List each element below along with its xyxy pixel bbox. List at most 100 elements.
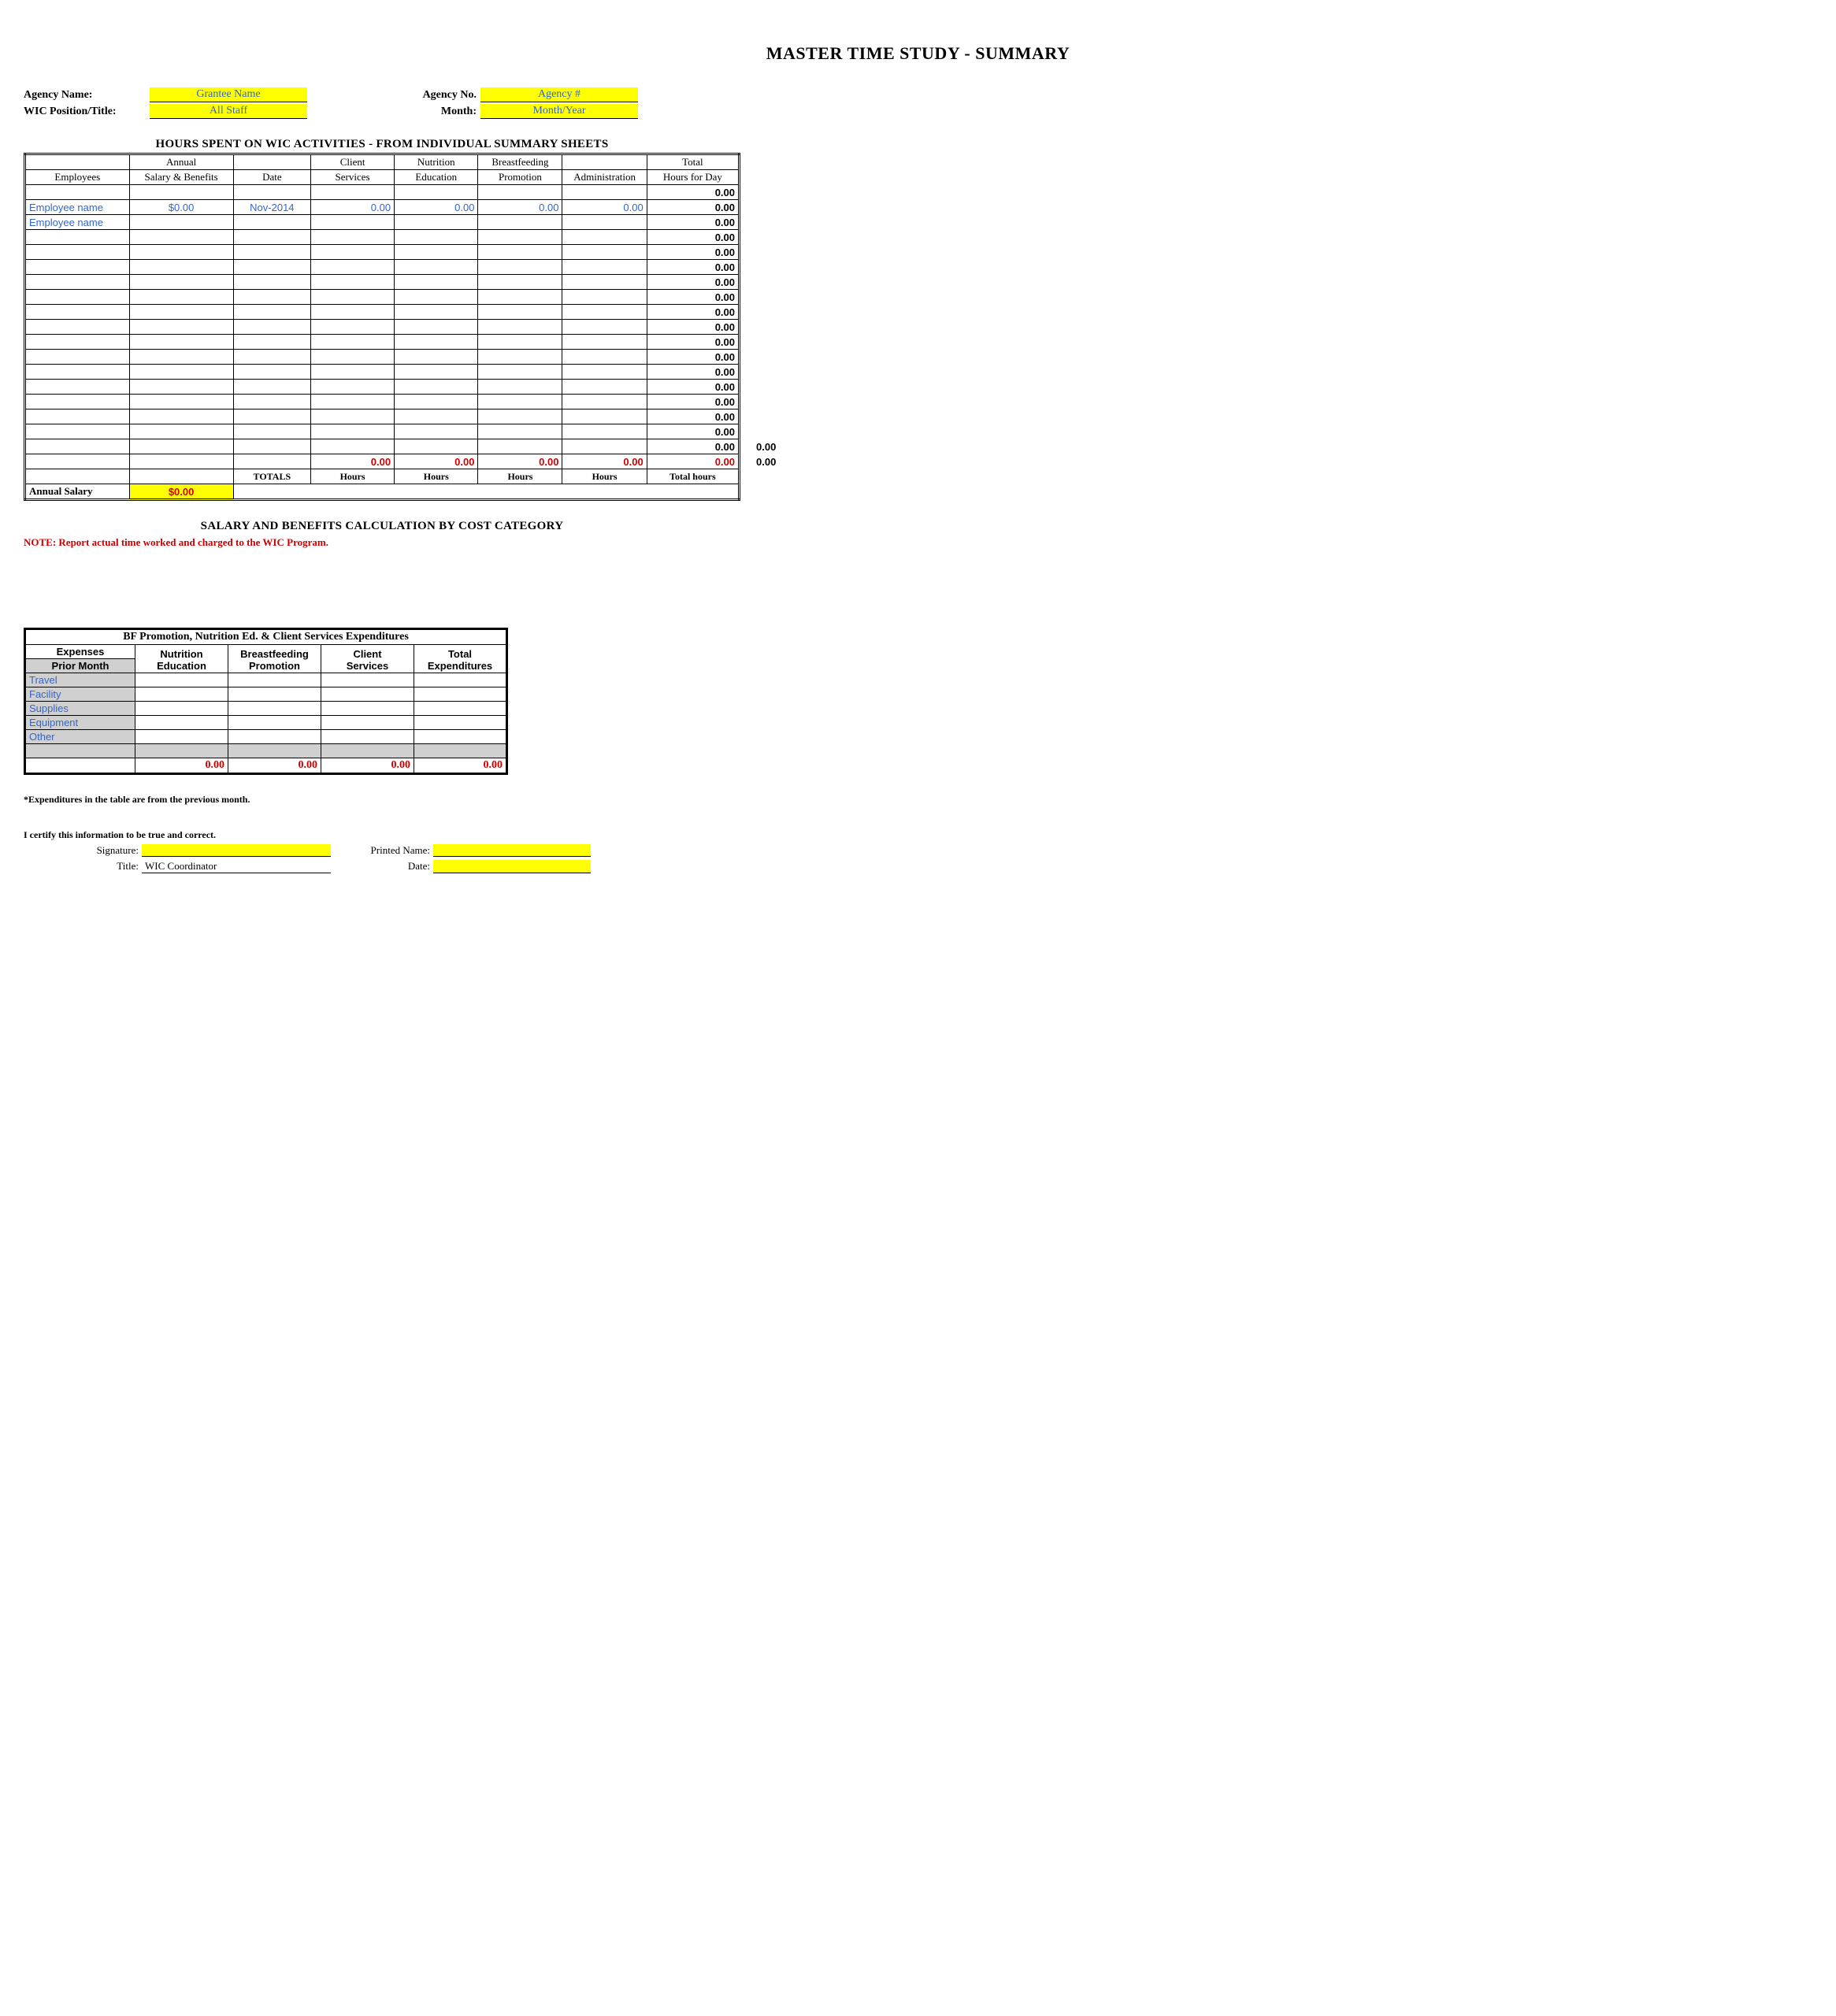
agency-name-field[interactable]: Grantee Name — [150, 87, 307, 102]
exp-cell[interactable] — [414, 702, 507, 716]
annual-salary-value[interactable]: $0.00 — [129, 484, 233, 500]
table-cell[interactable] — [233, 410, 310, 424]
exp-cell[interactable] — [321, 673, 414, 687]
printed-name-field[interactable] — [433, 844, 591, 857]
table-cell[interactable] — [233, 439, 310, 454]
table-cell[interactable] — [25, 320, 130, 335]
table-cell[interactable] — [25, 439, 130, 454]
exp-cell[interactable] — [321, 716, 414, 730]
exp-cell[interactable] — [414, 673, 507, 687]
table-cell[interactable] — [395, 185, 478, 200]
exp-cell[interactable] — [228, 716, 321, 730]
table-cell[interactable] — [311, 275, 395, 290]
table-cell[interactable] — [311, 320, 395, 335]
table-cell[interactable] — [311, 380, 395, 395]
exp-cell[interactable] — [414, 687, 507, 702]
table-cell[interactable] — [25, 335, 130, 350]
table-cell[interactable] — [311, 335, 395, 350]
exp-cell[interactable] — [321, 687, 414, 702]
table-cell[interactable] — [311, 365, 395, 380]
table-cell[interactable] — [129, 290, 233, 305]
table-cell[interactable] — [562, 260, 647, 275]
exp-cell[interactable] — [321, 730, 414, 744]
table-cell[interactable] — [562, 395, 647, 410]
exp-cell[interactable] — [228, 730, 321, 744]
table-cell[interactable] — [562, 215, 647, 230]
table-cell[interactable] — [395, 260, 478, 275]
table-cell[interactable] — [25, 230, 130, 245]
table-cell[interactable] — [233, 380, 310, 395]
table-cell[interactable] — [25, 260, 130, 275]
table-cell[interactable] — [478, 410, 562, 424]
table-cell[interactable] — [233, 320, 310, 335]
table-cell[interactable] — [129, 395, 233, 410]
table-cell[interactable] — [311, 290, 395, 305]
table-cell[interactable] — [129, 230, 233, 245]
table-cell[interactable] — [233, 215, 310, 230]
table-cell[interactable] — [562, 424, 647, 439]
table-cell[interactable] — [562, 365, 647, 380]
table-cell[interactable] — [129, 380, 233, 395]
table-cell[interactable] — [25, 185, 130, 200]
table-cell[interactable] — [233, 350, 310, 365]
exp-cell[interactable] — [228, 687, 321, 702]
table-cell[interactable] — [233, 335, 310, 350]
table-cell[interactable] — [562, 320, 647, 335]
table-cell[interactable] — [129, 365, 233, 380]
table-cell[interactable] — [311, 424, 395, 439]
table-cell[interactable] — [478, 320, 562, 335]
table-cell[interactable] — [562, 335, 647, 350]
exp-cell[interactable] — [135, 687, 228, 702]
table-cell[interactable] — [311, 395, 395, 410]
table-cell[interactable] — [311, 439, 395, 454]
table-cell[interactable] — [562, 350, 647, 365]
table-cell[interactable] — [562, 185, 647, 200]
exp-cell[interactable] — [135, 673, 228, 687]
wic-position-field[interactable]: All Staff — [150, 104, 307, 119]
table-cell[interactable] — [478, 215, 562, 230]
table-cell[interactable] — [562, 439, 647, 454]
table-cell[interactable] — [25, 350, 130, 365]
table-cell[interactable] — [562, 245, 647, 260]
table-cell[interactable]: 0.00 — [478, 200, 562, 215]
table-cell[interactable]: 0.00 — [395, 200, 478, 215]
table-cell[interactable] — [25, 380, 130, 395]
table-cell[interactable] — [311, 260, 395, 275]
table-cell[interactable] — [478, 260, 562, 275]
table-cell[interactable] — [478, 365, 562, 380]
table-cell[interactable] — [129, 424, 233, 439]
table-cell[interactable] — [129, 215, 233, 230]
table-cell[interactable] — [25, 365, 130, 380]
table-cell[interactable] — [233, 260, 310, 275]
signature-field[interactable] — [142, 844, 331, 857]
table-cell[interactable] — [395, 245, 478, 260]
table-cell[interactable] — [233, 305, 310, 320]
table-cell[interactable]: 0.00 — [562, 200, 647, 215]
table-cell[interactable] — [233, 275, 310, 290]
table-cell[interactable] — [311, 305, 395, 320]
table-cell[interactable] — [311, 350, 395, 365]
month-field[interactable]: Month/Year — [480, 104, 638, 119]
table-cell[interactable] — [129, 245, 233, 260]
table-cell[interactable] — [562, 305, 647, 320]
table-cell[interactable] — [478, 395, 562, 410]
table-cell[interactable] — [395, 275, 478, 290]
table-cell[interactable] — [478, 230, 562, 245]
table-cell[interactable] — [129, 305, 233, 320]
table-cell[interactable] — [478, 424, 562, 439]
table-cell[interactable] — [129, 260, 233, 275]
table-cell[interactable] — [395, 215, 478, 230]
table-cell[interactable] — [311, 185, 395, 200]
agency-no-field[interactable]: Agency # — [480, 87, 638, 102]
exp-cell[interactable] — [228, 673, 321, 687]
table-cell[interactable] — [478, 290, 562, 305]
table-cell[interactable] — [25, 424, 130, 439]
table-cell[interactable] — [478, 275, 562, 290]
date-field[interactable] — [433, 860, 591, 873]
exp-cell[interactable] — [414, 730, 507, 744]
exp-cell[interactable] — [135, 702, 228, 716]
table-cell[interactable] — [311, 410, 395, 424]
table-cell[interactable] — [233, 245, 310, 260]
table-cell[interactable] — [311, 215, 395, 230]
table-cell[interactable] — [395, 290, 478, 305]
